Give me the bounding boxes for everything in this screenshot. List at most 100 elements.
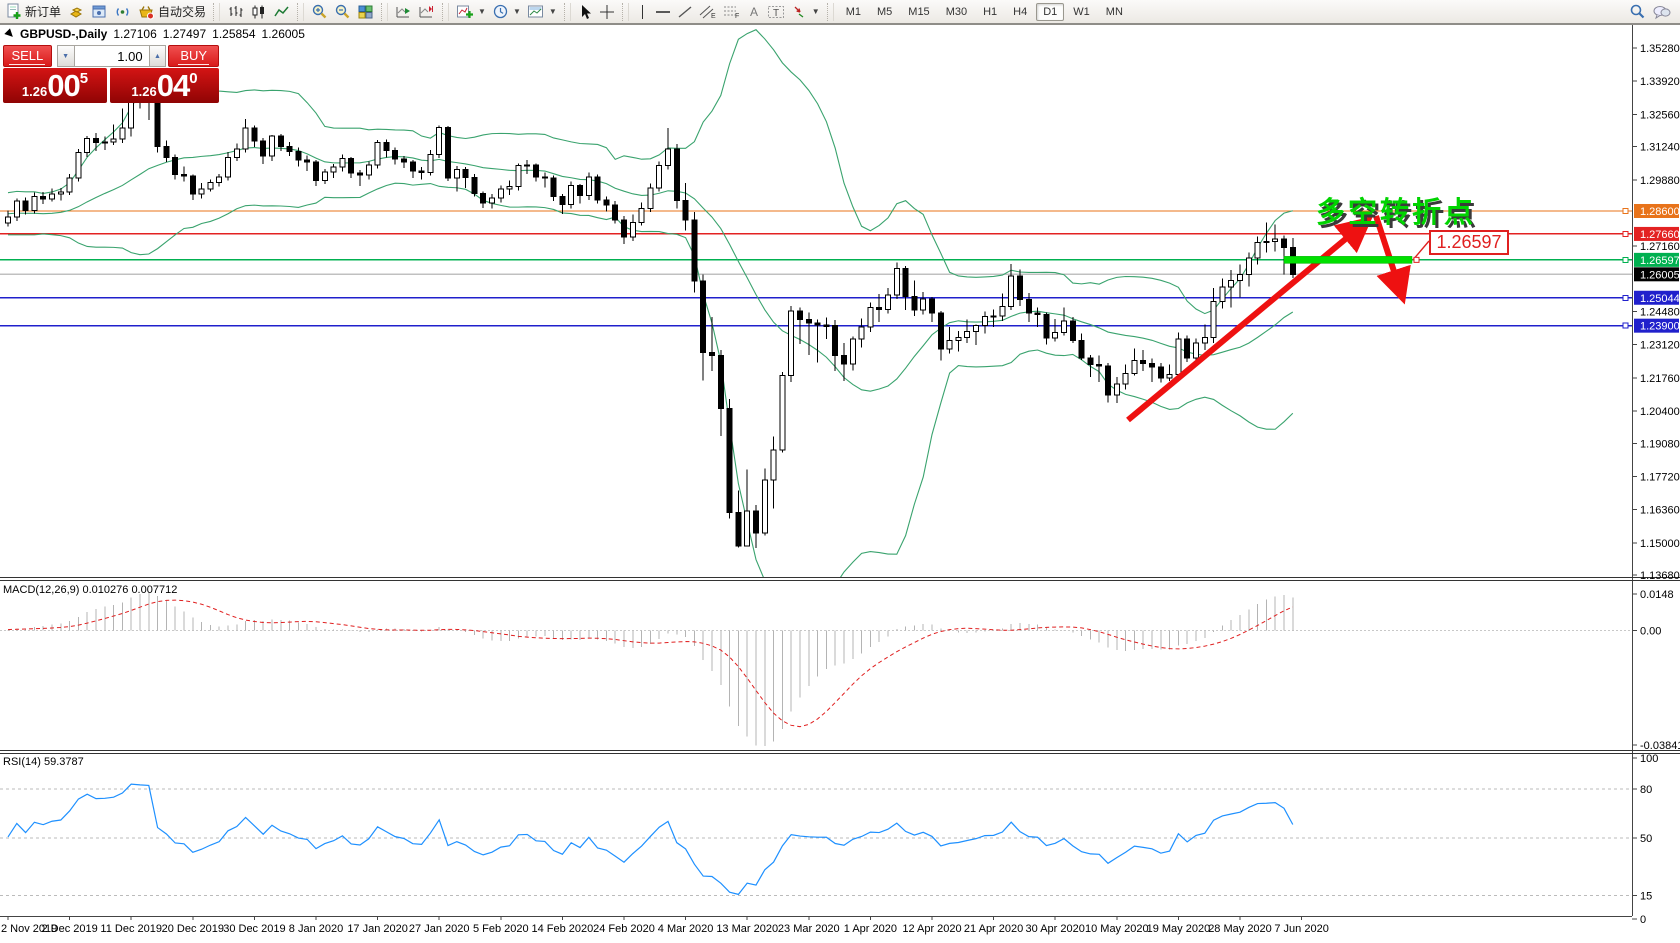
crosshair-tool-button[interactable] [596, 3, 618, 21]
bar-chart-button[interactable] [224, 3, 247, 21]
sell-price-display[interactable]: 1.26 00 5 [3, 68, 107, 103]
buy-button[interactable]: BUY [168, 45, 219, 67]
fibonacci-tool-button[interactable]: F [720, 3, 744, 21]
triangle-up-icon: ▲ [154, 52, 161, 60]
timeframe-m30-button[interactable]: M30 [945, 5, 968, 18]
chat-button[interactable] [1649, 3, 1674, 21]
tile-windows-button[interactable] [354, 3, 377, 21]
svg-text:1.35280: 1.35280 [1640, 43, 1680, 55]
label-tool-button[interactable]: T [764, 3, 788, 21]
channel-tool-button[interactable]: E [696, 3, 720, 21]
volume-input[interactable] [74, 45, 149, 67]
svg-text:30 Dec 2019: 30 Dec 2019 [223, 923, 285, 935]
svg-text:1.29880: 1.29880 [1640, 175, 1680, 187]
toolbar-separator [826, 2, 834, 21]
macd-pane[interactable] [0, 592, 1632, 746]
toolbar: 新订单 [0, 0, 1680, 25]
candlestick-chart-button[interactable] [247, 3, 270, 21]
svg-text:1.31240: 1.31240 [1640, 142, 1680, 154]
svg-text:1.20400: 1.20400 [1640, 406, 1680, 418]
buy-price-big: 04 [156, 68, 190, 103]
timeframe-h1-button[interactable]: H1 [983, 5, 998, 18]
turning-point-annotation[interactable]: 多空转折点 [1316, 197, 1477, 229]
volume-increase-button[interactable]: ▲ [148, 45, 167, 67]
client-terminal-button[interactable] [88, 3, 111, 21]
autotrade-button[interactable]: 自动交易 [134, 2, 209, 21]
periods-button[interactable]: ▼ [489, 2, 524, 21]
svg-text:1.23900: 1.23900 [1640, 321, 1680, 333]
dropdown-arrow-icon: ▼ [811, 7, 820, 16]
new-order-button[interactable]: 新订单 [2, 2, 64, 21]
signal-icon [116, 7, 129, 16]
timeframe-h4-button[interactable]: H4 [1013, 5, 1028, 18]
new-order-label: 新订单 [25, 5, 62, 19]
tile-windows-icon [358, 5, 373, 18]
svg-text:1.27660: 1.27660 [1640, 229, 1680, 241]
svg-text:30 Apr 2020: 30 Apr 2020 [1026, 923, 1085, 935]
chart-title: GBPUSD-,Daily 1.27106 1.27497 1.25854 1.… [4, 27, 305, 41]
volume-decrease-button[interactable]: ▼ [56, 45, 75, 67]
search-button[interactable] [1626, 2, 1649, 21]
svg-text:T: T [773, 8, 779, 19]
chart-shift-button[interactable] [415, 3, 438, 21]
svg-text:0.00: 0.00 [1640, 626, 1661, 638]
template-icon [527, 5, 543, 17]
svg-text:0: 0 [1640, 914, 1646, 926]
indicators-icon [457, 5, 474, 18]
price-level-label[interactable]: 1.26597 [1429, 230, 1509, 255]
svg-text:27 Jan 2020: 27 Jan 2020 [409, 923, 470, 935]
text-tool-button[interactable]: A [744, 3, 764, 21]
timeframe-mn-button[interactable]: MN [1105, 5, 1123, 18]
rsi-pane[interactable] [0, 783, 1632, 896]
timeframe-m15-button[interactable]: M15 [908, 5, 930, 18]
svg-text:1.33920: 1.33920 [1640, 76, 1680, 88]
templates-button[interactable]: ▼ [524, 3, 560, 21]
toolbar-separator [213, 2, 221, 21]
svg-text:5 Feb 2020: 5 Feb 2020 [473, 923, 529, 935]
svg-text:50: 50 [1640, 833, 1652, 845]
trendline-tool-button[interactable] [674, 3, 696, 21]
svg-text:0.0148: 0.0148 [1640, 589, 1674, 601]
svg-text:11 Dec 2019: 11 Dec 2019 [100, 923, 162, 935]
autotrade-icon [139, 5, 155, 19]
buy-price-display[interactable]: 1.26 04 0 [110, 68, 219, 103]
timeframe-w1-button[interactable]: W1 [1073, 5, 1090, 18]
vertical-line-tool-button[interactable] [633, 3, 652, 21]
timeframe-m1-button[interactable]: M1 [845, 5, 861, 18]
indicators-button[interactable]: ▼ [453, 3, 489, 21]
horizontal-line-tool-button[interactable] [652, 3, 674, 21]
chart-shift-icon [419, 5, 434, 17]
zoom-in-icon [312, 4, 327, 19]
timeframe-toolbar: M1 M5 M15 M30 H1 H4 D1 W1 MN [836, 0, 1133, 23]
zoom-out-button[interactable] [331, 2, 354, 21]
cursor-tool-button[interactable] [575, 3, 596, 21]
crosshair-icon [599, 4, 614, 19]
svg-text:80: 80 [1640, 784, 1652, 796]
line-chart-button[interactable] [270, 3, 293, 21]
auto-scroll-button[interactable] [392, 3, 415, 21]
chart-annotations[interactable] [1126, 215, 1430, 423]
svg-text:15: 15 [1640, 890, 1652, 902]
gold-button[interactable] [64, 3, 88, 21]
trendline-icon [678, 5, 692, 18]
price-pane[interactable] [0, 24, 1632, 916]
svg-text:1.16360: 1.16360 [1640, 505, 1680, 517]
price-scale[interactable]: 1.35280 1.33920 1.32560 1.31240 1.29880 1.271… [0, 24, 1680, 926]
timeframe-d1-button[interactable]: D1 [1036, 2, 1065, 21]
buy-price-prefix: 1.26 [131, 84, 157, 99]
arrows-tool-button[interactable]: ▼ [788, 3, 823, 21]
svg-text:10 May 2020: 10 May 2020 [1085, 923, 1149, 935]
svg-text:24 Feb 2020: 24 Feb 2020 [593, 923, 655, 935]
zoom-in-button[interactable] [308, 2, 331, 21]
sell-button[interactable]: SELL [3, 45, 52, 67]
svg-text:1.26005: 1.26005 [1640, 269, 1680, 281]
fibonacci-icon: F [723, 6, 739, 20]
timeframe-m5-button[interactable]: M5 [877, 5, 893, 18]
clock-icon [493, 4, 508, 19]
svg-text:1.25044: 1.25044 [1640, 293, 1680, 305]
signal-button[interactable] [111, 3, 134, 21]
svg-text:1.23120: 1.23120 [1640, 340, 1680, 352]
text-icon: A [750, 5, 758, 19]
